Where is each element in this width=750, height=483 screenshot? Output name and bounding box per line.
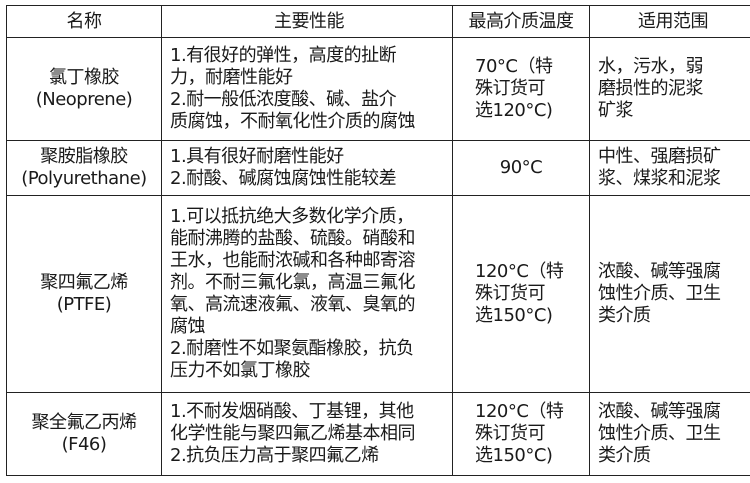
cell-text-line: 殊订货可	[475, 423, 546, 444]
cell-text-line: 1.有很好的弹性，高度的扯断	[170, 45, 397, 66]
cell-text-line: 聚全氟乙丙烯	[31, 412, 138, 433]
material-name-cell: 聚胺脂橡胶 (Polyurethane)	[6, 140, 162, 196]
header-name: 名称	[6, 5, 162, 38]
cell-text-line: 中性、强磨损矿	[598, 146, 721, 167]
cell-text-line: 蚀性介质、卫生	[598, 423, 721, 444]
table-row: 聚四氟乙烯 (PTFE) 1.可以抵抗绝大多数化学介质， 能耐沸腾的盐酸、硫酸。硝酸和…	[6, 195, 750, 393]
cell-text-line: 120°C（特	[475, 401, 564, 422]
cell-text-line: (F46)	[61, 434, 107, 455]
cell-text-line: 2.耐一般低浓度酸、碱、盐介	[170, 89, 397, 110]
cell-text-line: 殊订货可	[475, 78, 546, 99]
cell-text-line: 化学性能与聚四氟乙烯基本相同	[170, 423, 416, 444]
cell-text-line: 剂。不耐三氟化氯，高温三氟化	[170, 272, 416, 293]
cell-text-line: 2.耐酸、碱腐蚀腐蚀性能较差	[170, 168, 397, 189]
cell-text-line: 殊订货可	[475, 283, 546, 304]
cell-text-line: 选150°C)	[475, 305, 553, 326]
cell-text-line: 力，耐磨性能好	[170, 67, 293, 88]
performance-cell: 1.可以抵抗绝大多数化学介质， 能耐沸腾的盐酸、硫酸。硝酸和 王水，也能耐浓碱和各种…	[161, 195, 453, 393]
header-max-temp: 最高介质温度	[452, 5, 590, 38]
cell-text-line: 2.抗负压力高于聚四氟乙烯	[170, 445, 379, 466]
cell-text-line: 70°C（特	[475, 56, 553, 77]
cell-text-line: 压力不如氯丁橡胶	[170, 360, 311, 381]
material-name-cell: 聚四氟乙烯 (PTFE)	[6, 195, 162, 393]
cell-text-line: 能耐沸腾的盐酸、硫酸。硝酸和	[170, 228, 416, 249]
performance-cell: 1.不耐发烟硝酸、丁基锂，其他 化学性能与聚四氟乙烯基本相同 2.抗负压力高于聚四氟…	[161, 392, 453, 476]
cell-text-line: 120°C（特	[475, 261, 564, 282]
cell-text-line: 1.具有很好耐磨性能好	[170, 146, 344, 167]
max-temp-cell: 120°C（特 殊订货可 选150°C)	[452, 392, 590, 476]
cell-text-line: (Neoprene)	[35, 89, 133, 110]
cell-text-line: 磨损性的泥浆	[598, 78, 704, 99]
application-cell: 水，污水，弱 磨损性的泥浆 矿浆	[589, 37, 750, 141]
cell-text-line: 类介质	[598, 305, 651, 326]
material-name-cell: 氯丁橡胶 (Neoprene)	[6, 37, 162, 141]
application-cell: 浓酸、碱等强腐 蚀性介质、卫生 类介质	[589, 392, 750, 476]
table-row: 聚胺脂橡胶 (Polyurethane) 1.具有很好耐磨性能好 2.耐酸、碱腐蚀腐蚀…	[6, 140, 750, 196]
cell-text-line: 蚀性介质、卫生	[598, 283, 721, 304]
cell-text-line: 聚四氟乙烯	[40, 272, 128, 293]
table-row: 氯丁橡胶 (Neoprene) 1.有很好的弹性，高度的扯断 力，耐磨性能好 2.耐一般…	[6, 37, 750, 141]
performance-cell: 1.具有很好耐磨性能好 2.耐酸、碱腐蚀腐蚀性能较差	[161, 140, 453, 196]
header-row: 名称 主要性能 最高介质温度 适用范围	[6, 5, 750, 38]
cell-text-line: 浓酸、碱等强腐	[598, 261, 721, 282]
cell-text-line: 90°C	[499, 157, 543, 178]
performance-cell: 1.有很好的弹性，高度的扯断 力，耐磨性能好 2.耐一般低浓度酸、碱、盐介 质腐蚀，不…	[161, 37, 453, 141]
cell-text-line: (Polyurethane)	[21, 168, 147, 189]
cell-text-line: 选120°C)	[475, 100, 553, 121]
cell-text-line: 氯丁橡胶	[49, 67, 120, 88]
cell-text-line: 选150°C)	[475, 445, 553, 466]
application-cell: 浓酸、碱等强腐 蚀性介质、卫生 类介质	[589, 195, 750, 393]
cell-text-line: 浆、煤浆和泥浆	[598, 168, 721, 189]
cell-text-line: 氧、高流速液氟、液氧、臭氧的	[170, 294, 416, 315]
cell-text-line: 王水，也能耐浓碱和各种邮寄溶	[170, 250, 416, 271]
cell-text-line: 浓酸、碱等强腐	[598, 401, 721, 422]
cell-text-line: 腐蚀	[170, 316, 206, 337]
application-cell: 中性、强磨损矿 浆、煤浆和泥浆	[589, 140, 750, 196]
table-row: 聚全氟乙丙烯 (F46) 1.不耐发烟硝酸、丁基锂，其他 化学性能与聚四氟乙烯基本相同…	[6, 392, 750, 476]
cell-text-line: 1.可以抵抗绝大多数化学介质，	[170, 206, 414, 227]
cell-text-line: 类介质	[598, 445, 651, 466]
max-temp-cell: 120°C（特 殊订货可 选150°C)	[452, 195, 590, 393]
max-temp-cell: 90°C	[452, 140, 590, 196]
cell-text-line: 1.不耐发烟硝酸、丁基锂，其他	[170, 401, 414, 422]
cell-text-line: 矿浆	[598, 100, 634, 121]
cell-text-line: 聚胺脂橡胶	[40, 146, 128, 167]
cell-text-line: 2.耐磨性不如聚氨酯橡胶，抗负	[170, 338, 414, 359]
material-name-cell: 聚全氟乙丙烯 (F46)	[6, 392, 162, 476]
materials-table: 名称 主要性能 最高介质温度 适用范围 氯丁橡胶 (Neoprene) 1.有很好的…	[6, 5, 750, 476]
cell-text-line: 质腐蚀，不耐氧化性介质的腐蚀	[170, 111, 416, 132]
cell-text-line: (PTFE)	[56, 294, 112, 315]
max-temp-cell: 70°C（特 殊订货可 选120°C)	[452, 37, 590, 141]
header-application: 适用范围	[589, 5, 750, 38]
header-performance: 主要性能	[161, 5, 453, 38]
cell-text-line: 水，污水，弱	[598, 56, 704, 77]
